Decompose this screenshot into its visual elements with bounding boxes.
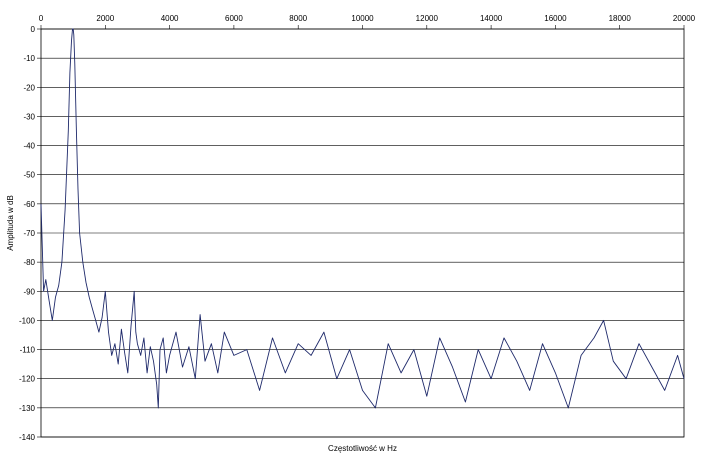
x-axis-ticks: 0 2000 4000 6000 8000 10000 12000 14000 16000 180…: [39, 14, 696, 29]
y-tick-label: -100: [19, 316, 36, 325]
y-axis-title: Amplituda w dB: [6, 195, 15, 251]
series-line-0: [40, 28, 685, 409]
x-tick-label: 8000: [289, 14, 307, 23]
x-tick-label: 0: [39, 14, 44, 23]
x-tick-label: 16000: [544, 14, 567, 23]
y-tick-label: -60: [23, 200, 35, 209]
y-tick-label: -140: [19, 433, 36, 442]
y-tick-label: -30: [23, 112, 35, 121]
y-tick-label: -20: [23, 83, 35, 92]
x-tick-label: 18000: [609, 14, 632, 23]
y-tick-label: -40: [23, 142, 35, 151]
x-tick-label: 6000: [225, 14, 243, 23]
y-axis-ticks: 0 -10 -20 -30 -40 -50 -60 -70 -80 -90 -100 -110 -120…: [19, 25, 41, 442]
x-tick-label: 10000: [351, 14, 374, 23]
series-group: [40, 28, 685, 409]
y-tick-label: -120: [19, 375, 36, 384]
gridlines: [41, 28, 684, 438]
y-tick-label: -130: [19, 404, 36, 413]
y-tick-label: 0: [31, 25, 36, 34]
x-tick-label: 20000: [673, 14, 696, 23]
x-tick-label: 2000: [96, 14, 114, 23]
x-tick-label: 4000: [161, 14, 179, 23]
x-tick-label: 12000: [416, 14, 439, 23]
x-tick-label: 14000: [480, 14, 503, 23]
y-tick-label: -90: [23, 287, 35, 296]
y-tick-label: -50: [23, 171, 35, 180]
y-tick-label: -110: [20, 346, 36, 355]
y-tick-label: -10: [23, 54, 35, 63]
y-tick-label: -70: [23, 229, 35, 238]
y-tick-label: -80: [23, 258, 35, 267]
x-axis-title: Częstotliwość w Hz: [328, 444, 397, 453]
